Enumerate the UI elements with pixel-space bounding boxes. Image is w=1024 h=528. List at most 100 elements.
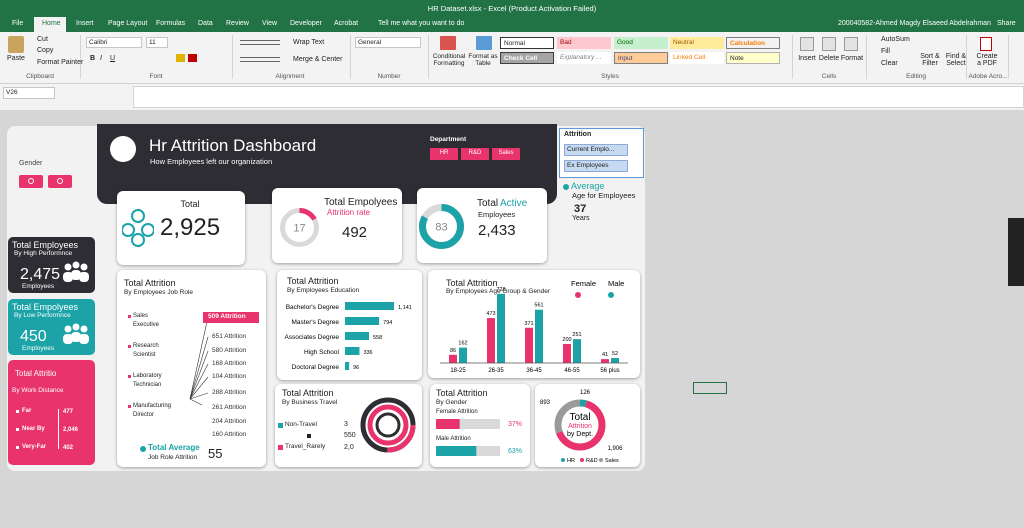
- slicer-item-text[interactable]: R&D: [468, 150, 482, 156]
- formula-input[interactable]: [133, 86, 1024, 108]
- format-button[interactable]: I: [100, 55, 102, 62]
- bar: [345, 347, 360, 355]
- cell-style[interactable]: Calculation: [726, 37, 780, 49]
- category-label: Doctoral Degree: [292, 364, 340, 371]
- cell-style[interactable]: Linked Cell: [670, 52, 724, 64]
- slicer-item[interactable]: [564, 160, 628, 172]
- slicer-item[interactable]: [430, 148, 458, 160]
- ribbon-tab[interactable]: Formulas: [156, 20, 186, 27]
- format-button[interactable]: U: [110, 55, 116, 62]
- ribbon-tab[interactable]: Home: [42, 20, 61, 27]
- side-toolbar: [1008, 218, 1024, 286]
- value-label: 371: [524, 321, 533, 327]
- distance-card: [8, 360, 95, 465]
- kpi-subtitle: Employees: [478, 210, 516, 219]
- autosum-button[interactable]: AutoSum: [881, 36, 910, 43]
- cell-style[interactable]: Neutral: [670, 37, 724, 49]
- slicer-item[interactable]: [564, 144, 628, 156]
- ribbon-tab[interactable]: Review: [226, 20, 249, 27]
- head: [72, 261, 80, 269]
- format-button[interactable]: Format: [840, 55, 864, 62]
- format-painter[interactable]: Format Painter: [37, 59, 84, 66]
- legend-label: Female: [571, 279, 596, 288]
- legend-label: Travel_Rarely: [285, 443, 326, 450]
- sort-filter[interactable]: Sort & Filter: [920, 53, 940, 67]
- body: [71, 332, 81, 342]
- selected-cell[interactable]: [693, 382, 727, 394]
- bullet: [16, 428, 19, 431]
- dashboard-subtitle: How Employees left our organization: [150, 157, 273, 166]
- role-name: Laboratory Technician: [133, 373, 162, 388]
- find-select[interactable]: Find & Select: [945, 53, 967, 67]
- tell-me[interactable]: Tell me what you want to do: [378, 20, 465, 27]
- cell-style[interactable]: Good: [614, 37, 668, 49]
- ribbon-tab[interactable]: Data: [198, 20, 213, 27]
- legend-dot: [561, 458, 565, 462]
- slicer-item-text[interactable]: Sales: [498, 150, 514, 156]
- slicer-item[interactable]: [461, 148, 489, 160]
- merge-center[interactable]: Merge & Center: [293, 56, 343, 63]
- kpi-active: [417, 188, 547, 263]
- role-attrition: 580 Attrition: [212, 347, 247, 354]
- bullet: [16, 410, 19, 413]
- age-dot: [563, 184, 569, 190]
- cell-style[interactable]: Bad: [557, 37, 611, 49]
- bar: [601, 359, 609, 363]
- ribbon-tab[interactable]: File: [12, 20, 24, 27]
- share-button[interactable]: Share: [997, 20, 1016, 27]
- age-title: Average: [571, 181, 605, 191]
- kpi-employees: [272, 188, 402, 263]
- slicer-item-text[interactable]: Current Emplo...: [567, 146, 615, 153]
- cell-style[interactable]: Check Cell: [500, 52, 554, 64]
- copy-button[interactable]: Copy: [37, 47, 54, 54]
- active-tab-bg: [34, 17, 66, 32]
- ribbon-tab[interactable]: Page Layout: [108, 20, 148, 27]
- value-label: 893: [540, 400, 551, 406]
- cut-button[interactable]: Cut: [37, 36, 48, 43]
- wrap-text[interactable]: Wrap Text: [293, 39, 325, 46]
- value-label: 37%: [508, 421, 522, 428]
- people-icon: [122, 209, 154, 247]
- ribbon-tab[interactable]: View: [262, 20, 278, 27]
- cell-style[interactable]: Explanatory ...: [557, 52, 611, 64]
- format-as-table[interactable]: Format as Table: [468, 53, 498, 67]
- clear-button[interactable]: Clear: [881, 60, 898, 67]
- cell-style[interactable]: Normal: [500, 37, 554, 49]
- ribbon-tab[interactable]: Insert: [76, 20, 94, 27]
- paste-button[interactable]: Paste: [7, 55, 25, 62]
- cell-style[interactable]: Note: [726, 52, 780, 64]
- rate-donut: 17: [280, 208, 319, 247]
- fan-line: [189, 350, 209, 400]
- card-subtitle: By High Performnce: [14, 250, 73, 257]
- create-pdf[interactable]: Create a PDF: [976, 53, 998, 67]
- size-box[interactable]: [146, 37, 168, 48]
- separator: [866, 35, 867, 79]
- category-label: Associates Degree: [284, 334, 339, 341]
- ribbon-tab[interactable]: Developer: [290, 20, 322, 27]
- number-format-box[interactable]: [355, 37, 421, 48]
- value-label: 561: [534, 303, 543, 309]
- distance-value: 402: [63, 445, 74, 451]
- gender-icon: [57, 178, 63, 184]
- font-box[interactable]: [86, 37, 142, 48]
- slicer-item-text[interactable]: HR: [439, 150, 449, 156]
- distance-label: Far: [22, 408, 32, 414]
- separator: [1008, 35, 1009, 79]
- delete-button[interactable]: Delete: [818, 55, 840, 62]
- value-label: 251: [572, 332, 581, 338]
- chart-subtitle: By Employees Job Role: [124, 289, 194, 296]
- name-box[interactable]: [3, 87, 55, 99]
- slicer-item-text[interactable]: Ex Employees: [567, 162, 609, 169]
- slicer-item[interactable]: [492, 148, 520, 160]
- fill-button[interactable]: Fill: [881, 48, 890, 55]
- kpi-value: 2,433: [478, 222, 516, 239]
- cell-style[interactable]: Input: [614, 52, 668, 64]
- insert-button[interactable]: Insert: [798, 55, 816, 62]
- format-button[interactable]: B: [90, 55, 96, 62]
- conditional-formatting[interactable]: Conditional Formatting: [432, 53, 466, 67]
- x-tick-label: 46-55: [564, 368, 580, 374]
- group-label: Styles: [601, 73, 619, 80]
- ribbon-tab[interactable]: Acrobat: [334, 20, 359, 27]
- ring: [367, 404, 409, 446]
